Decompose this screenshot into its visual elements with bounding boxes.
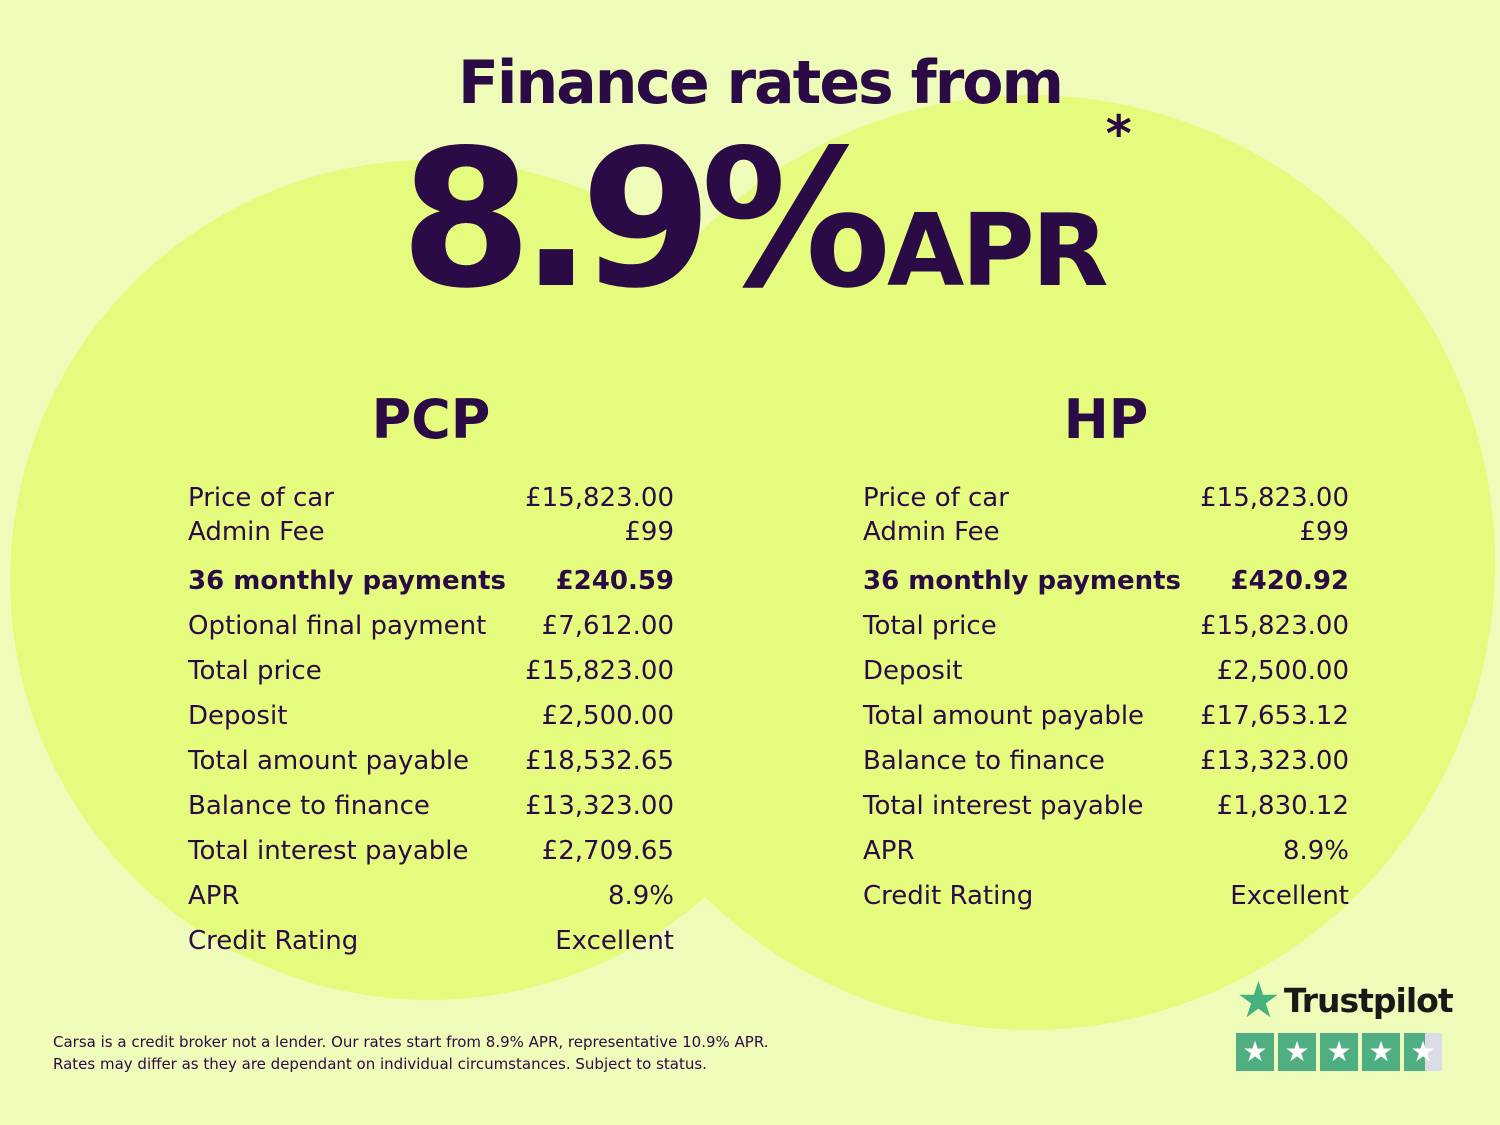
table-row: Total interest payable £2,709.65 xyxy=(188,829,674,874)
row-label: 36 monthly payments xyxy=(863,566,1181,596)
row-label: Admin Fee xyxy=(188,517,325,547)
row-value: £15,823.00 xyxy=(1200,483,1349,513)
disclaimer-line: Carsa is a credit broker not a lender. O… xyxy=(53,1033,769,1051)
row-label: APR xyxy=(188,881,240,911)
row-label: Price of car xyxy=(863,483,1009,513)
table-row: 36 monthly payments £240.59 xyxy=(188,559,674,604)
table-row: APR 8.9% xyxy=(863,829,1349,874)
table-row: Credit Rating Excellent xyxy=(863,874,1349,919)
disclaimer: Carsa is a credit broker not a lender. O… xyxy=(53,1031,769,1075)
row-label: Deposit xyxy=(863,656,963,686)
hp-title: HP xyxy=(1063,388,1149,451)
star-icon: ★ xyxy=(1362,1033,1400,1071)
rate-value: 8.9% xyxy=(400,109,891,330)
row-label: Balance to finance xyxy=(188,791,430,821)
row-label: APR xyxy=(863,836,915,866)
table-row: Total price £15,823.00 xyxy=(188,649,674,694)
star-icon: ★ xyxy=(1404,1033,1442,1071)
table-row: Deposit £2,500.00 xyxy=(188,694,674,739)
apr-rate: 8.9%APR* xyxy=(400,105,1132,315)
star-icon: ★ xyxy=(1320,1033,1358,1071)
disclaimer-line: Rates may differ as they are dependant o… xyxy=(53,1055,707,1073)
table-row: APR 8.9% xyxy=(188,874,674,919)
row-label: Total amount payable xyxy=(863,701,1145,731)
row-label: Optional final payment xyxy=(188,611,487,641)
rate-suffix: APR xyxy=(886,192,1109,309)
row-value: £99 xyxy=(624,517,674,547)
pcp-title: PCP xyxy=(371,388,491,451)
table-row: Total amount payable £18,532.65 xyxy=(188,739,674,784)
trustpilot-rating: ★ ★ ★ ★ ★ xyxy=(1236,1033,1453,1071)
hp-table: HP Price of car £15,823.00 Admin Fee £99 36 … xyxy=(863,385,1349,919)
row-value: £420.92 xyxy=(1230,566,1349,596)
table-row: Balance to finance £13,323.00 xyxy=(863,739,1349,784)
background-circle-right xyxy=(565,95,1495,1030)
row-value: £2,500.00 xyxy=(541,701,674,731)
row-value: £13,323.00 xyxy=(525,791,674,821)
row-value: £15,823.00 xyxy=(525,483,674,513)
table-row: Total interest payable £1,830.12 xyxy=(863,784,1349,829)
row-label: Credit Rating xyxy=(188,926,359,956)
row-value: £17,653.12 xyxy=(1200,701,1349,731)
pcp-table: PCP Price of car £15,823.00 Admin Fee £99 36… xyxy=(188,385,674,964)
trustpilot-badge[interactable]: ★ Trustpilot ★ ★ ★ ★ ★ xyxy=(1236,971,1454,1071)
row-label: Credit Rating xyxy=(863,881,1034,911)
row-label: Balance to finance xyxy=(863,746,1105,776)
row-value: 8.9% xyxy=(607,881,674,911)
pcp-rows: Price of car £15,823.00 Admin Fee £99 36 mon… xyxy=(188,481,674,964)
row-value: £15,823.00 xyxy=(525,656,674,686)
star-icon: ★ xyxy=(1278,1033,1316,1071)
table-row: Deposit £2,500.00 xyxy=(863,649,1349,694)
row-label: Total interest payable xyxy=(863,791,1144,821)
table-row: Price of car £15,823.00 xyxy=(188,481,674,515)
star-icon: ★ xyxy=(1236,1033,1274,1071)
table-row: Admin Fee £99 xyxy=(188,515,674,549)
row-label: Total price xyxy=(188,656,322,686)
row-label: Admin Fee xyxy=(863,517,1000,547)
row-value: £2,709.65 xyxy=(541,836,674,866)
row-value: £18,532.65 xyxy=(525,746,674,776)
table-row: Balance to finance £13,323.00 xyxy=(188,784,674,829)
asterisk: * xyxy=(1105,105,1132,163)
row-value: £240.59 xyxy=(555,566,674,596)
row-value: Excellent xyxy=(555,926,674,956)
hp-rows: Price of car £15,823.00 Admin Fee £99 36 mon… xyxy=(863,481,1349,919)
row-label: Price of car xyxy=(188,483,334,513)
row-value: 8.9% xyxy=(1282,836,1349,866)
trustpilot-star-icon: ★ xyxy=(1236,971,1281,1029)
row-value: £13,323.00 xyxy=(1200,746,1349,776)
table-row: Total price £15,823.00 xyxy=(863,604,1349,649)
row-value: £2,500.00 xyxy=(1216,656,1349,686)
row-value: £7,612.00 xyxy=(541,611,674,641)
headline: Finance rates from xyxy=(457,48,1064,118)
table-row: Optional final payment £7,612.00 xyxy=(188,604,674,649)
table-row: Credit Rating Excellent xyxy=(188,919,674,964)
table-row: Total amount payable £17,653.12 xyxy=(863,694,1349,739)
row-value: £1,830.12 xyxy=(1216,791,1349,821)
row-label: Deposit xyxy=(188,701,288,731)
table-row: Price of car £15,823.00 xyxy=(863,481,1349,515)
row-label: Total interest payable xyxy=(188,836,469,866)
row-label: Total price xyxy=(863,611,997,641)
row-label: Total amount payable xyxy=(188,746,470,776)
row-label: 36 monthly payments xyxy=(188,566,506,596)
trustpilot-name: Trustpilot xyxy=(1283,980,1454,1020)
row-value: £15,823.00 xyxy=(1200,611,1349,641)
table-row: 36 monthly payments £420.92 xyxy=(863,559,1349,604)
row-value: £99 xyxy=(1299,517,1349,547)
table-row: Admin Fee £99 xyxy=(863,515,1349,549)
row-value: Excellent xyxy=(1230,881,1349,911)
